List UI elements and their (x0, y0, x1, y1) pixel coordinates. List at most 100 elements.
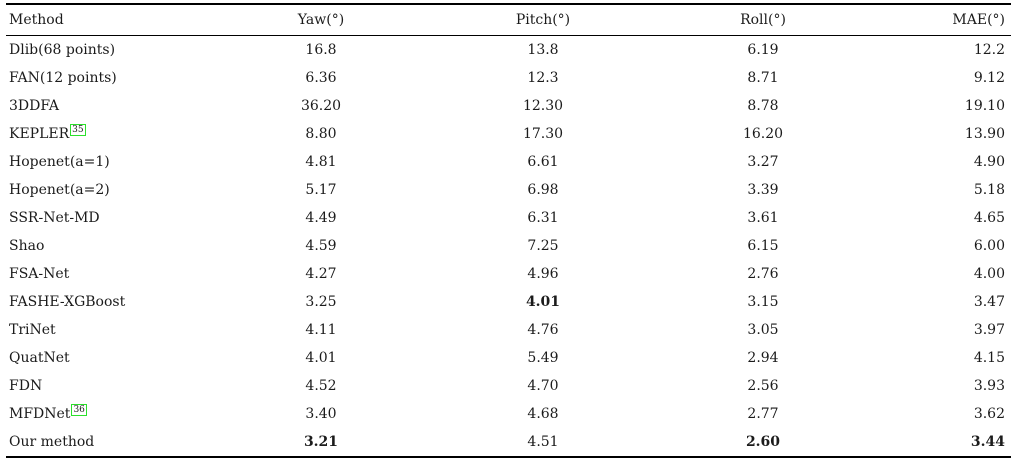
method-label: Our method (9, 434, 95, 450)
column-header-roll: Roll(°) (657, 4, 869, 36)
cell-pitch: 12.3 (527, 70, 559, 86)
cell-pitch: 5.49 (527, 350, 559, 366)
cell-mae: 6.00 (973, 238, 1005, 254)
cell-roll: 3.39 (747, 182, 779, 198)
cell-pitch: 4.51 (527, 434, 559, 450)
cell-yaw: 4.49 (305, 210, 337, 226)
method-label: FDN (9, 378, 43, 394)
citation-link[interactable]: 36 (71, 404, 87, 417)
method-name: FDN (6, 372, 213, 400)
cell-mae: 3.44 (970, 434, 1005, 450)
cell-pitch: 4.76 (527, 322, 559, 338)
table-row: SSR-Net-MD 4.49 6.31 3.61 4.65 (6, 204, 1011, 232)
cell-roll: 3.27 (747, 154, 779, 170)
cell-roll: 6.15 (747, 238, 779, 254)
cell-pitch: 6.98 (527, 182, 559, 198)
table-row: Hopenet(a=1) 4.81 6.61 3.27 4.90 (6, 148, 1011, 176)
cell-roll: 3.61 (747, 210, 779, 226)
method-label: Hopenet(a=2) (9, 182, 110, 198)
cell-pitch: 6.31 (527, 210, 559, 226)
method-label: FAN(12 points) (9, 70, 117, 86)
table-row: Our method 3.21 4.51 2.60 3.44 (6, 428, 1011, 457)
header-row: Method Yaw(°) Pitch(°) Roll(°) MAE(°) (6, 4, 1011, 36)
cell-pitch: 4.01 (525, 294, 561, 310)
table-row: Shao 4.59 7.25 6.15 6.00 (6, 232, 1011, 260)
method-label: Hopenet(a=1) (9, 154, 110, 170)
cell-yaw: 4.81 (305, 154, 337, 170)
method-name: FAN(12 points) (6, 64, 213, 92)
table-row: MFDNet 36 3.40 4.68 2.77 3.62 (6, 400, 1011, 428)
cell-mae: 3.47 (973, 294, 1005, 310)
cell-yaw: 3.21 (303, 434, 339, 450)
cell-mae: 4.00 (973, 266, 1005, 282)
table-row: QuatNet 4.01 5.49 2.94 4.15 (6, 344, 1011, 372)
cell-mae: 4.90 (973, 154, 1005, 170)
table-row: 3DDFA 36.20 12.30 8.78 19.10 (6, 92, 1011, 120)
method-label: Shao (9, 238, 45, 254)
column-header-pitch: Pitch(°) (429, 4, 657, 36)
cell-mae: 13.90 (964, 126, 1005, 142)
cell-yaw: 36.20 (300, 98, 342, 114)
table-row: FAN(12 points) 6.36 12.3 8.71 9.12 (6, 64, 1011, 92)
citation-link[interactable]: 35 (70, 124, 86, 137)
cell-yaw: 3.25 (305, 294, 337, 310)
cell-roll: 3.15 (747, 294, 779, 310)
cell-pitch: 4.68 (527, 406, 559, 422)
method-label: FASHE-XGBoost (9, 294, 126, 310)
cell-mae: 3.97 (973, 322, 1005, 338)
table-row: FSA-Net 4.27 4.96 2.76 4.00 (6, 260, 1011, 288)
cell-roll: 8.78 (747, 98, 779, 114)
cell-yaw: 4.52 (305, 378, 337, 394)
cell-yaw: 4.11 (305, 322, 337, 338)
table-row: TriNet 4.11 4.76 3.05 3.97 (6, 316, 1011, 344)
method-name: FASHE-XGBoost (6, 288, 213, 316)
method-name: Dlib(68 points) (6, 36, 213, 65)
table-row: Dlib(68 points) 16.8 13.8 6.19 12.2 (6, 36, 1011, 65)
cell-mae: 9.12 (973, 70, 1005, 86)
cell-pitch: 12.30 (522, 98, 564, 114)
cell-roll: 6.19 (747, 42, 779, 58)
cell-yaw: 5.17 (305, 182, 337, 198)
cell-mae: 3.93 (973, 378, 1005, 394)
method-name: QuatNet (6, 344, 213, 372)
method-label: Dlib(68 points) (9, 42, 116, 58)
method-name: FSA-Net (6, 260, 213, 288)
cell-roll: 2.77 (747, 406, 779, 422)
cell-roll: 2.60 (745, 434, 781, 450)
cell-yaw: 16.8 (305, 42, 337, 58)
method-label: 3DDFA (9, 98, 59, 114)
cell-yaw: 4.59 (305, 238, 337, 254)
method-name: Hopenet(a=1) (6, 148, 213, 176)
cell-pitch: 4.70 (527, 378, 559, 394)
results-table: Method Yaw(°) Pitch(°) Roll(°) MAE(°) Dlib(6… (6, 3, 1011, 458)
table-row: FASHE-XGBoost 3.25 4.01 3.15 3.47 (6, 288, 1011, 316)
method-label: FSA-Net (9, 266, 70, 282)
method-name: Our method (6, 428, 213, 457)
column-header-mae: MAE(°) (869, 4, 1011, 36)
cell-pitch: 17.30 (522, 126, 564, 142)
column-header-method: Method (6, 4, 213, 36)
cell-pitch: 7.25 (527, 238, 559, 254)
method-label: MFDNet (9, 406, 71, 422)
method-name: KEPLER 35 (6, 120, 213, 148)
method-name: TriNet (6, 316, 213, 344)
cell-pitch: 13.8 (527, 42, 559, 58)
cell-roll: 2.56 (747, 378, 779, 394)
method-label: TriNet (9, 322, 56, 338)
cell-yaw: 3.40 (305, 406, 337, 422)
method-name: MFDNet 36 (6, 400, 213, 428)
cell-mae: 12.2 (973, 42, 1005, 58)
table-row: Hopenet(a=2) 5.17 6.98 3.39 5.18 (6, 176, 1011, 204)
cell-mae: 4.65 (973, 210, 1005, 226)
table-row: FDN 4.52 4.70 2.56 3.93 (6, 372, 1011, 400)
cell-mae: 5.18 (973, 182, 1005, 198)
method-label: SSR-Net-MD (9, 210, 100, 226)
cell-yaw: 4.27 (305, 266, 337, 282)
table-body: Dlib(68 points) 16.8 13.8 6.19 12.2 FAN(12 po… (6, 36, 1011, 458)
cell-roll: 8.71 (747, 70, 779, 86)
cell-pitch: 4.96 (527, 266, 559, 282)
cell-mae: 4.15 (973, 350, 1005, 366)
column-header-yaw: Yaw(°) (213, 4, 429, 36)
method-name: Hopenet(a=2) (6, 176, 213, 204)
